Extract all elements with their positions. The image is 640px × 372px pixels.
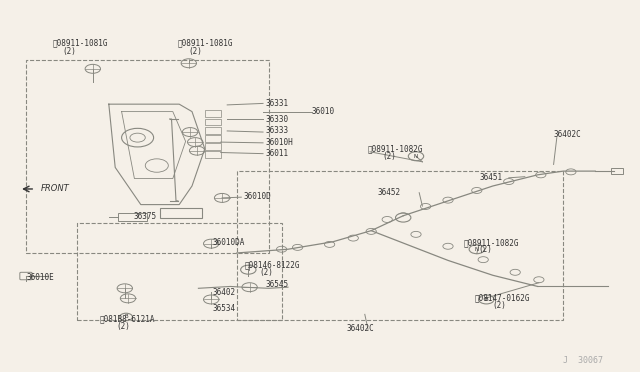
Text: T: T [246, 267, 250, 272]
Text: 36333: 36333 [266, 126, 289, 135]
Text: 36331: 36331 [266, 99, 289, 108]
Bar [237, 171, 563, 320]
Bar [205, 110, 221, 117]
Text: ⓝ08911-1081G: ⓝ08911-1081G [178, 38, 234, 47]
Text: 36010H: 36010H [266, 138, 293, 147]
Bar [205, 151, 221, 158]
Text: 36402C: 36402C [347, 324, 374, 333]
Text: (2): (2) [479, 246, 493, 254]
Bar [205, 135, 221, 142]
Text: ⓝ08911-1081G: ⓝ08911-1081G [52, 38, 108, 47]
Text: 36452: 36452 [378, 188, 401, 197]
Text: (2): (2) [116, 322, 131, 331]
Text: ⓝ08911-1082G: ⓝ08911-1082G [464, 238, 520, 247]
Text: J  30067: J 30067 [563, 356, 604, 365]
Text: 36010DA: 36010DA [212, 238, 245, 247]
Text: Ⓑ08147-0162G: Ⓑ08147-0162G [475, 293, 531, 302]
Text: (2): (2) [188, 47, 202, 56]
Text: (2): (2) [493, 301, 507, 310]
Text: N: N [414, 154, 418, 159]
Text: B: B [124, 314, 128, 320]
Bar [77, 223, 282, 320]
Bar [160, 208, 202, 218]
Bar [118, 213, 147, 221]
Text: FRONT: FRONT [40, 185, 69, 193]
Text: 36330: 36330 [266, 115, 289, 124]
Text: 36010D: 36010D [243, 192, 271, 201]
Text: 36011: 36011 [266, 149, 289, 158]
Text: N: N [475, 247, 479, 252]
Text: 36451: 36451 [480, 173, 503, 182]
Text: 36010E: 36010E [27, 273, 54, 282]
Bar [26, 60, 269, 253]
Text: Ⓑ081B8-6121A: Ⓑ081B8-6121A [99, 315, 155, 324]
Text: 36375: 36375 [133, 212, 156, 221]
Text: (2): (2) [63, 47, 77, 56]
Bar [205, 143, 221, 150]
Text: 36534: 36534 [212, 304, 236, 312]
Text: 36545: 36545 [266, 280, 289, 289]
Bar [611, 168, 623, 174]
Text: ⓝ08911-1082G: ⓝ08911-1082G [368, 144, 424, 153]
Text: 36402: 36402 [212, 288, 236, 296]
Text: Ⓕ08146-8122G: Ⓕ08146-8122G [245, 260, 301, 269]
Text: B: B [484, 297, 488, 302]
Bar [205, 119, 221, 125]
Bar [205, 127, 221, 134]
Text: 36402C: 36402C [554, 130, 581, 139]
Circle shape [396, 213, 411, 222]
Text: (2): (2) [383, 153, 397, 161]
Text: 36010: 36010 [312, 107, 335, 116]
Text: (2): (2) [260, 268, 274, 277]
